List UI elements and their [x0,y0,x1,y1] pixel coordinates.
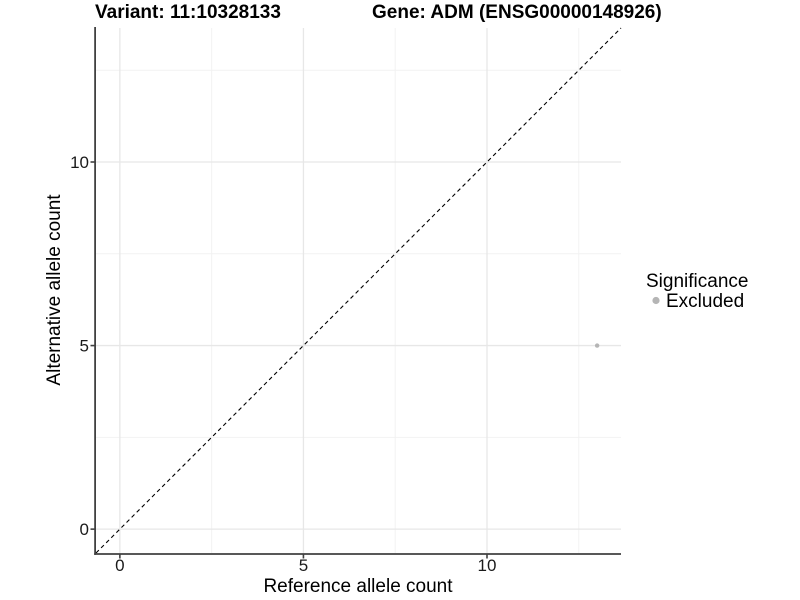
x-axis-title: Reference allele count [263,576,453,597]
x-tick-label: 10 [478,556,497,575]
plot-title-gene: Gene: ADM (ENSG00000148926) [372,2,662,23]
x-tick-label: 5 [299,556,308,575]
x-tick-label: 0 [115,556,124,575]
legend-item-label-excluded: Excluded [666,291,744,312]
plot-panel: 0 5 10 0 5 10 [70,27,622,575]
identity-dashed-line [95,27,622,554]
y-axis-title: Alternative allele count [44,194,65,386]
y-tick-label: 10 [70,153,89,172]
legend-title: Significance [646,271,748,292]
legend-point-icon [652,296,660,305]
y-tick-label: 0 [80,520,89,539]
plot-title-variant: Variant: 11:10328133 [95,2,281,23]
legend: Significance Excluded [646,271,748,312]
data-point-excluded [594,343,600,348]
y-tick-label: 5 [80,337,89,356]
